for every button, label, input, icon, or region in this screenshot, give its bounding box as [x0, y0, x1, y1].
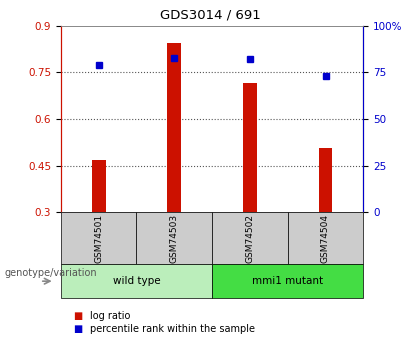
Text: GDS3014 / 691: GDS3014 / 691	[160, 9, 260, 22]
Bar	[319, 148, 332, 212]
Text: genotype/variation: genotype/variation	[4, 268, 97, 277]
Text: GSM74501: GSM74501	[94, 214, 103, 263]
Text: percentile rank within the sample: percentile rank within the sample	[90, 325, 255, 334]
Bar	[168, 43, 181, 212]
Text: mmi1 mutant: mmi1 mutant	[252, 276, 323, 286]
Text: ■: ■	[74, 325, 83, 334]
Text: GSM74503: GSM74503	[170, 214, 179, 263]
Text: GSM74502: GSM74502	[245, 214, 255, 263]
Bar	[92, 160, 105, 212]
Text: wild type: wild type	[113, 276, 160, 286]
Bar	[243, 83, 257, 212]
Text: GSM74504: GSM74504	[321, 214, 330, 263]
Text: log ratio: log ratio	[90, 311, 131, 321]
Text: ■: ■	[74, 311, 83, 321]
